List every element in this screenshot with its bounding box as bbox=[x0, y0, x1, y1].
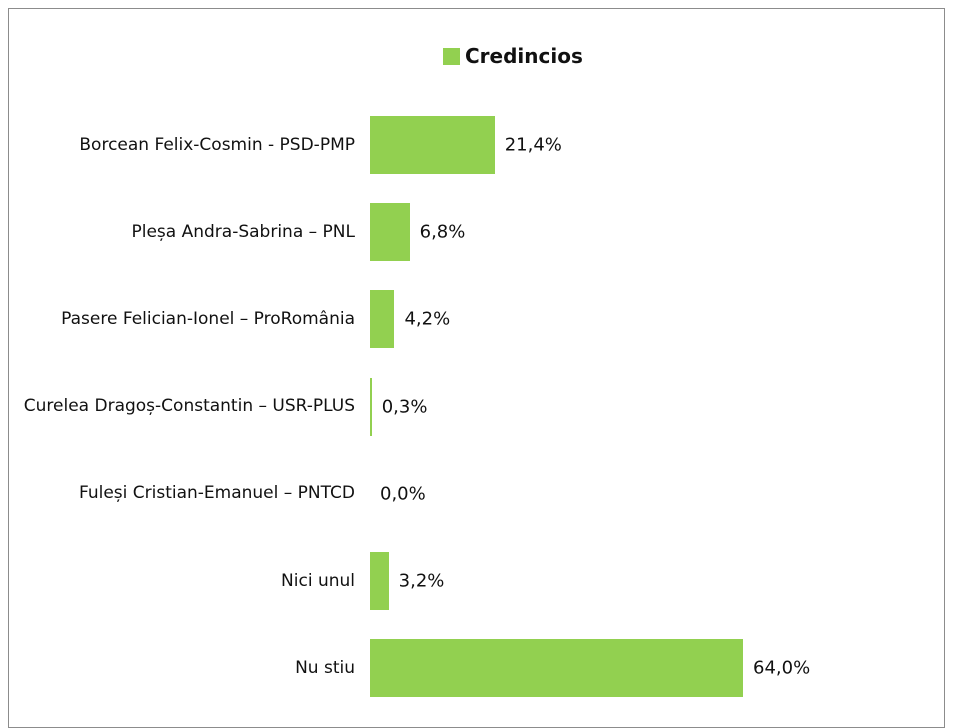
y-tick-label: Nici unul bbox=[281, 570, 355, 591]
y-label-box: Nici unul bbox=[15, 551, 355, 611]
bar bbox=[370, 639, 743, 698]
legend-swatch bbox=[443, 47, 460, 65]
bar bbox=[370, 377, 372, 436]
y-tick-label: Pleșa Andra-Sabrina – PNL bbox=[131, 221, 356, 242]
y-label-box: Fuleși Cristian-Emanuel – PNTCD bbox=[15, 464, 355, 524]
y-tick-label: Pasere Felician-Ionel – ProRomânia bbox=[61, 308, 355, 329]
data-label: 0,0% bbox=[380, 483, 426, 505]
y-label-box: Curelea Dragoș-Constantin – USR-PLUS bbox=[15, 377, 355, 437]
y-label-box: Nu stiu bbox=[15, 638, 355, 698]
y-tick-label: Borcean Felix-Cosmin - PSD-PMP bbox=[79, 134, 355, 155]
y-tick-label: Curelea Dragoș-Constantin – USR-PLUS bbox=[23, 396, 355, 417]
bar bbox=[370, 116, 495, 174]
y-label-box: Borcean Felix-Cosmin - PSD-PMP bbox=[15, 115, 355, 175]
y-tick-label: Nu stiu bbox=[295, 657, 355, 678]
y-tick-label: Fuleși Cristian-Emanuel – PNTCD bbox=[78, 483, 355, 504]
bar bbox=[370, 552, 389, 610]
legend-label: Credincios bbox=[465, 44, 583, 68]
y-label-box: Pasere Felician-Ionel – ProRomânia bbox=[15, 289, 355, 349]
bar bbox=[370, 203, 410, 262]
data-label: 21,4% bbox=[504, 134, 562, 156]
bar bbox=[370, 290, 395, 349]
data-label: 0,3% bbox=[381, 396, 428, 418]
data-label: 6,8% bbox=[419, 221, 466, 243]
data-label: 3,2% bbox=[398, 570, 445, 592]
y-label-box: Pleșa Andra-Sabrina – PNL bbox=[15, 202, 356, 262]
data-label: 4,2% bbox=[404, 308, 451, 330]
legend: Credincios bbox=[443, 44, 583, 68]
data-label: 64,0% bbox=[753, 657, 811, 679]
